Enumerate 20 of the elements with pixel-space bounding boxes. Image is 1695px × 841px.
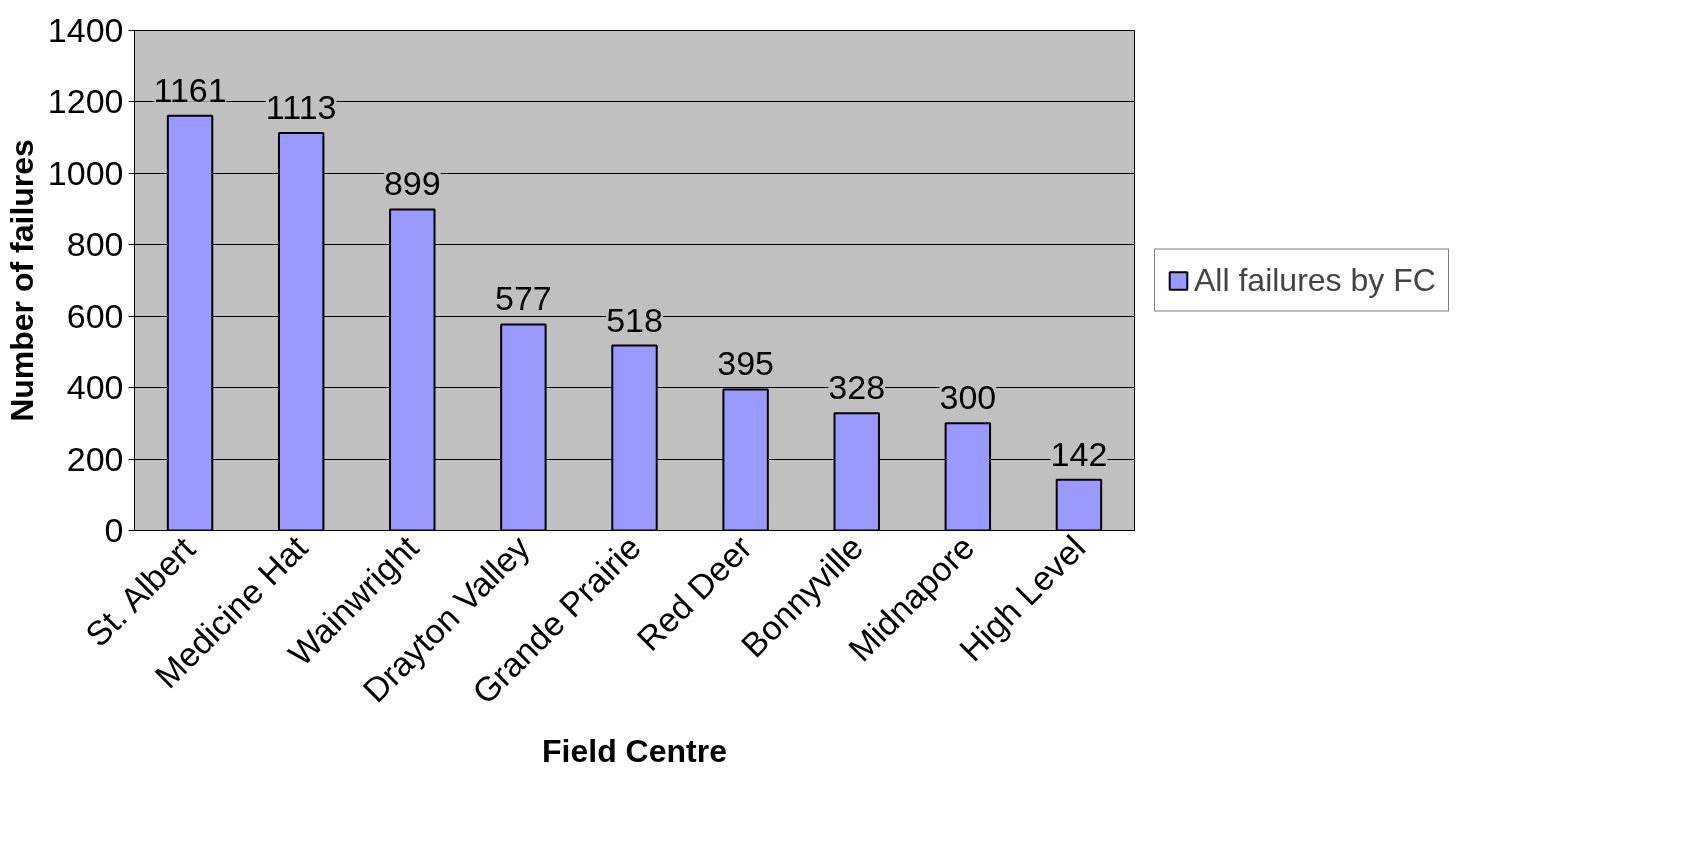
data-label: 395 bbox=[717, 344, 774, 383]
data-label: 518 bbox=[606, 300, 663, 339]
data-label: 899 bbox=[383, 164, 441, 203]
y-tick-label: 1000 bbox=[47, 153, 124, 192]
y-axis-title: Number of failures bbox=[3, 139, 40, 422]
data-label: 328 bbox=[828, 368, 886, 407]
y-tick-label: 1400 bbox=[47, 11, 124, 49]
y-tick-label: 1200 bbox=[47, 82, 124, 121]
data-label: 1113 bbox=[265, 88, 337, 126]
y-tick-label: 400 bbox=[66, 368, 124, 407]
data-label: 577 bbox=[495, 279, 552, 318]
data-label: 142 bbox=[1050, 434, 1108, 473]
y-tick-label: 0 bbox=[104, 511, 124, 549]
x-axis-title: Field Centre bbox=[542, 732, 727, 769]
data-label: 300 bbox=[939, 378, 997, 417]
y-tick-label: 200 bbox=[66, 439, 124, 478]
y-tick-label: 800 bbox=[66, 225, 124, 264]
legend-label: All failures by FC bbox=[1194, 261, 1436, 299]
y-tick-label: 600 bbox=[66, 296, 124, 335]
data-label: 1161 bbox=[153, 70, 227, 109]
